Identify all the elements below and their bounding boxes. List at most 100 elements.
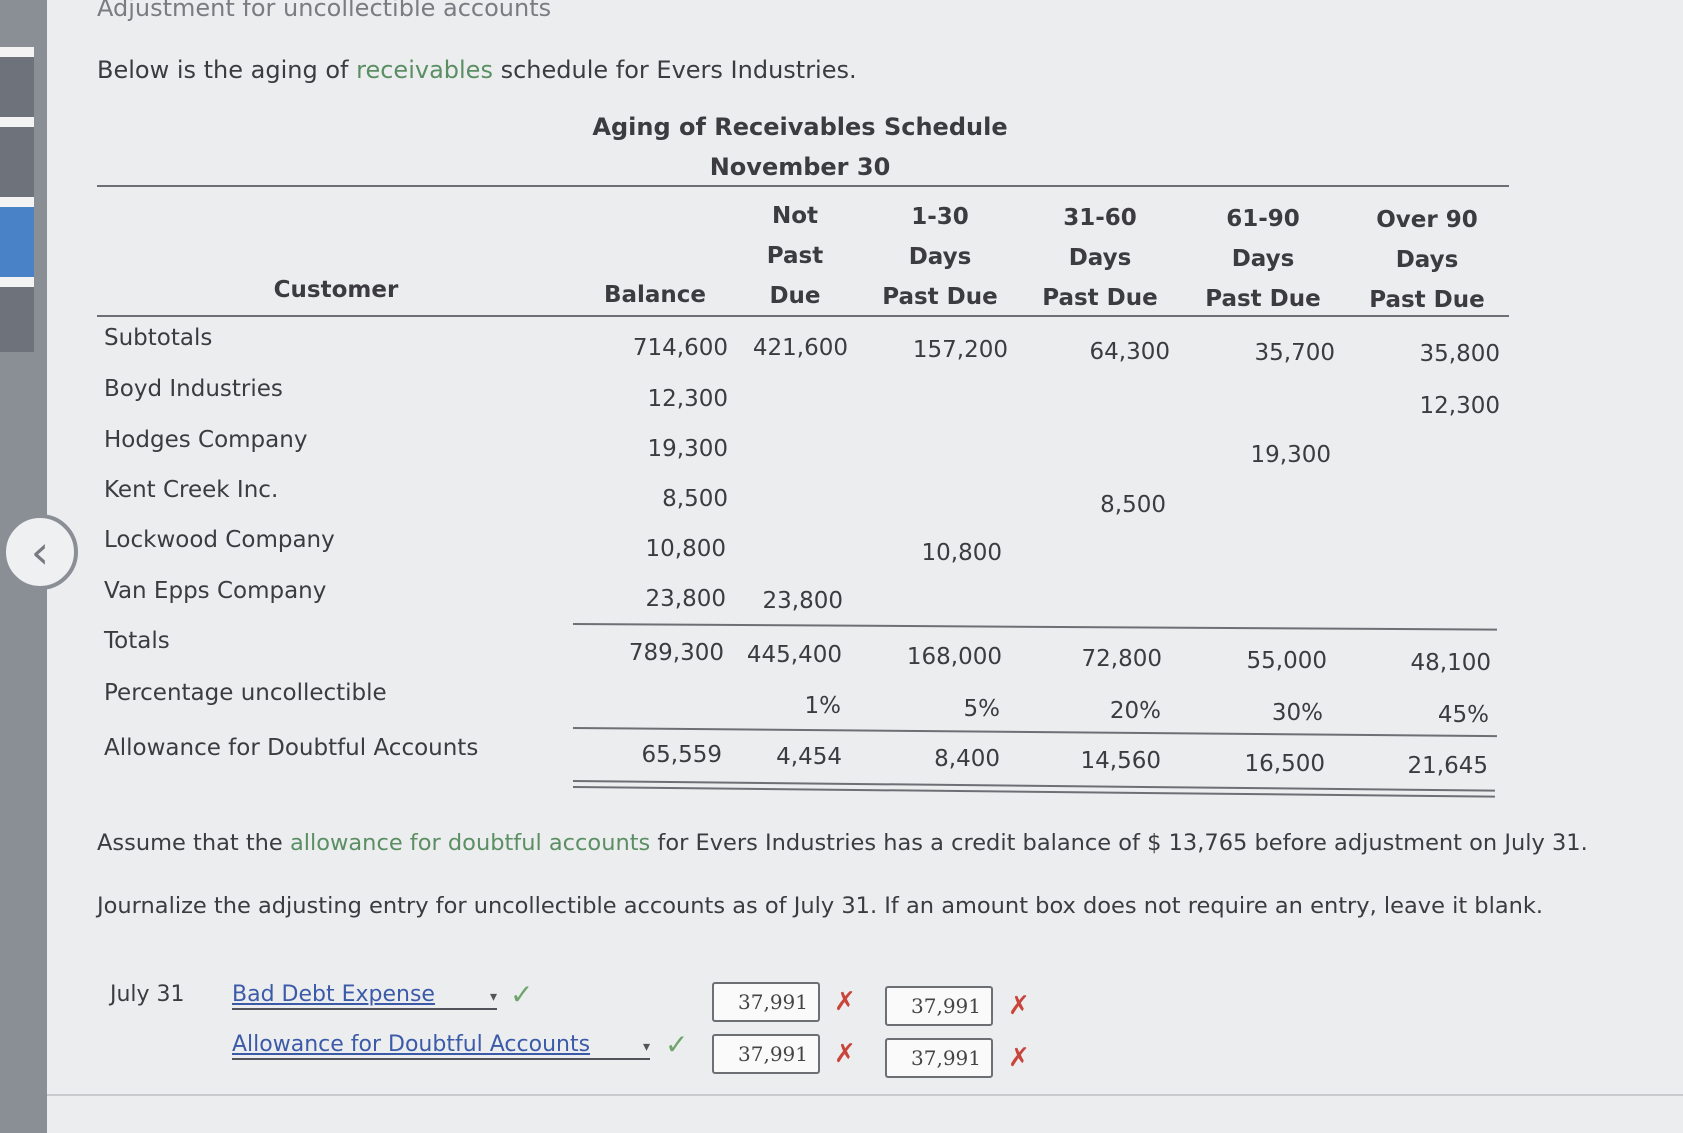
header-1-30-days: 1-30 Days Past Due [865,197,1015,317]
cell-balance: 65,559 [641,742,722,768]
page-heading: Adjustment for uncollectible accounts [97,0,552,22]
header-text: Days [908,244,972,270]
rail-tab [0,117,34,127]
x-mark-icon: ✗ [1008,991,1030,1021]
header-text: Days [1395,247,1459,273]
allowance-link[interactable]: allowance for doubtful accounts [289,830,651,856]
rail-tab [0,47,34,57]
header-top-rule [97,185,1509,187]
row-label: Subtotals [104,325,213,351]
row-label: Percentage uncollectible [104,680,387,706]
cell-61-90: 30% [1271,700,1323,726]
cell-balance: 714,600 [632,335,728,361]
row-label: Van Epps Company [104,578,327,604]
cell-1-30: 8,400 [934,746,1000,772]
header-text: Due [769,283,821,309]
previous-button[interactable]: ‹ [2,514,78,590]
row-label: Boyd Industries [104,376,283,402]
cell-over-90: 12,300 [1419,393,1500,419]
credit-input-1[interactable]: 37,991 [885,986,993,1026]
header-customer: Customer [273,277,399,303]
row-label: Kent Creek Inc. [104,477,279,503]
debit-input-1[interactable]: 37,991 [712,982,820,1022]
cell-1-30: 10,800 [921,540,1002,566]
cell-61-90: 55,000 [1246,648,1327,674]
assumption-text-end: for Evers Industries has a credit balanc… [657,830,1588,856]
cell-balance: 8,500 [662,486,728,512]
x-mark-icon: ✗ [834,987,856,1017]
rail-tab [0,287,34,352]
rail-tab [0,197,34,207]
credit-input-2[interactable]: 37,991 [885,1038,993,1078]
cell-31-60: 72,800 [1081,646,1162,672]
cell-31-60: 8,500 [1100,492,1166,518]
chevron-left-icon: ‹ [30,525,50,579]
header-bottom-rule [97,315,1509,317]
check-icon: ✓ [510,978,534,1011]
cell-balance: 23,800 [645,586,726,612]
cell-1-30: 168,000 [906,644,1002,670]
header-over-90-days: Over 90 Days Past Due [1352,200,1502,320]
header-balance: Balance [603,282,707,308]
rail-tab-active[interactable] [0,207,34,277]
cell-61-90: 35,700 [1254,340,1335,366]
cell-not-past-due: 445,400 [746,642,842,668]
cell-61-90: 19,300 [1250,442,1331,468]
debit-input-2[interactable]: 37,991 [712,1034,820,1074]
rail-tab [0,277,34,287]
schedule-date: November 30 [709,153,891,181]
row-label: Allowance for Doubtful Accounts [104,735,479,761]
account-select-value: Bad Debt Expense [232,982,435,1007]
cell-over-90: 45% [1437,702,1489,728]
check-icon: ✓ [665,1028,689,1061]
header-text: Past Due [1369,287,1485,313]
intro-text-start: Below is the aging of [97,56,349,84]
header-text: Days [1068,245,1132,271]
header-31-60-days: 31-60 Days Past Due [1025,198,1175,318]
cell-balance: 12,300 [647,386,728,412]
cell-over-90: 35,800 [1419,341,1500,367]
header-text: 61-90 [1226,206,1300,232]
cell-over-90: 21,645 [1407,753,1488,779]
header-text: 31-60 [1063,205,1137,231]
cell-1-30: 157,200 [912,337,1008,363]
intro-text: Below is the aging of receivables schedu… [97,56,857,84]
x-mark-icon: ✗ [834,1039,856,1069]
rail-tab [0,127,34,197]
cell-over-90: 48,100 [1410,650,1491,676]
receivables-link[interactable]: receivables [356,56,493,84]
cell-not-past-due: 23,800 [762,588,843,614]
dropdown-caret-icon: ▾ [642,1039,650,1055]
header-text: Over 90 [1376,207,1478,233]
x-mark-icon: ✗ [1008,1043,1030,1073]
instruction-text: Journalize the adjusting entry for uncol… [97,893,1544,919]
account-select-1[interactable]: Bad Debt Expense ▾ [232,982,497,1010]
cell-not-past-due: 421,600 [752,335,848,361]
header-text: Past Due [1205,286,1321,312]
rail-tab [0,57,34,117]
schedule-title: Aging of Receivables Schedule [592,113,1008,141]
cell-not-past-due: 4,454 [776,744,842,770]
cell-not-past-due: 1% [804,693,842,719]
assumption-text-start: Assume that the [97,830,283,856]
account-select-value: Allowance for Doubtful Accounts [232,1032,591,1057]
header-not-past-due: Not Past Due [740,196,850,316]
dropdown-caret-icon: ▾ [489,989,497,1005]
row-label: Lockwood Company [104,527,335,553]
intro-text-end: schedule for Evers Industries. [500,56,857,84]
journal-date: July 31 [110,982,185,1007]
header-text: Not [771,203,819,229]
account-select-2[interactable]: Allowance for Doubtful Accounts ▾ [232,1032,650,1060]
header-text: Days [1231,246,1295,272]
header-text: Past [766,243,824,269]
header-text: Past Due [1042,285,1158,311]
cell-31-60: 14,560 [1080,748,1161,774]
cell-balance: 10,800 [645,536,726,562]
content-panel [47,0,1683,1133]
header-text: Past Due [882,284,998,310]
header-text: 1-30 [911,204,969,230]
cell-1-30: 5% [963,696,1001,722]
cell-61-90: 16,500 [1244,751,1325,777]
cell-balance: 19,300 [647,436,728,462]
assumption-text: Assume that the allowance for doubtful a… [97,830,1588,856]
